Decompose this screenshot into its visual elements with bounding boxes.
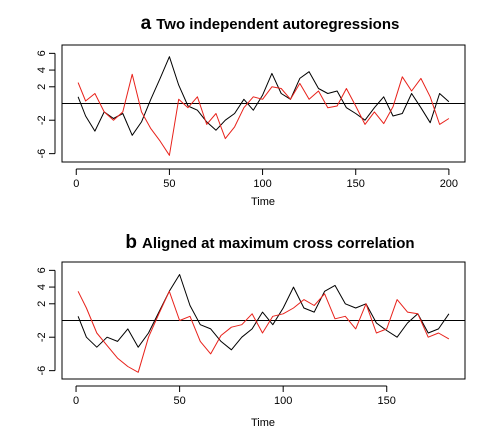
panel-b-x-axis-title: Time — [251, 417, 275, 429]
panel-a-letter: a — [141, 13, 152, 34]
panel-b-y-tick-label: 2 — [36, 301, 48, 307]
panel-a-title-text: Two independent autoregressions — [156, 16, 399, 33]
panel-a-x-tick-label: 200 — [440, 178, 458, 190]
panel-a-y-tick-label: 6 — [36, 50, 48, 56]
panel-b-title-text: Aligned at maximum cross correlation — [142, 235, 415, 252]
panel-b-y-axis: -6 -2 2 4 6 — [36, 267, 56, 376]
panel-a-series-group — [77, 56, 450, 156]
panel-b-series-red-line — [77, 290, 450, 373]
panel-a-x-tick-label: 50 — [163, 178, 175, 190]
panel-b-y-tick-label: -2 — [36, 332, 48, 342]
panel-a-x-axis: 0 50 100 150 200 — [73, 168, 458, 190]
panel-a-y-axis: -6 -2 2 4 6 — [36, 50, 56, 159]
panel-a-title: a Two independent autoregressions — [141, 13, 400, 34]
panel-b-series-group — [77, 274, 450, 373]
panel-a-y-tick-label: 4 — [36, 67, 48, 73]
panel-a: a Two independent autoregressions 0 50 100 1… — [36, 13, 466, 208]
panel-b-title: b Aligned at maximum cross correlation — [125, 232, 414, 253]
panel-a-x-tick-label: 150 — [347, 178, 365, 190]
panel-a-x-tick-label: 100 — [253, 178, 271, 190]
panel-b-y-tick-label: 4 — [36, 284, 48, 290]
panel-b: b Aligned at maximum cross correlation 0 5… — [36, 232, 466, 429]
panel-a-series-red-line — [77, 73, 450, 156]
panel-b-x-tick-label: 100 — [274, 395, 292, 407]
panel-b-y-tick-label: -6 — [36, 366, 48, 376]
panel-b-x-tick-label: 0 — [73, 395, 79, 407]
panel-a-y-tick-label: -6 — [36, 149, 48, 159]
panel-b-x-axis: 0 50 100 150 — [73, 385, 396, 407]
panel-b-letter: b — [125, 232, 137, 253]
panel-a-y-tick-label: -2 — [36, 115, 48, 125]
panel-b-x-tick-label: 150 — [378, 395, 396, 407]
panel-b-series-black-line — [77, 274, 450, 351]
panel-b-y-tick-label: 6 — [36, 267, 48, 273]
panel-a-x-tick-label: 0 — [73, 178, 79, 190]
panel-a-series-black-line — [77, 56, 450, 136]
panel-b-x-tick-label: 50 — [173, 395, 185, 407]
panel-a-y-tick-label: 2 — [36, 84, 48, 90]
panel-a-x-axis-title: Time — [251, 196, 275, 208]
